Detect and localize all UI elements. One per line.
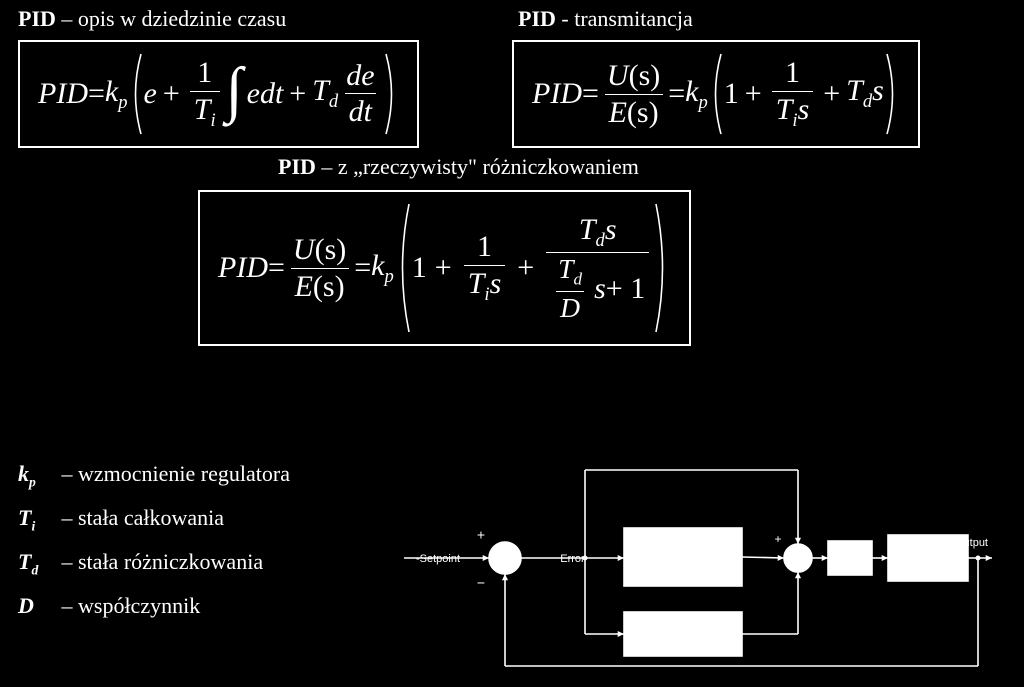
heading-transfer-rest: - transmitancja (556, 6, 693, 31)
legend-item-kp: kp – wzmocnienie regulatora (18, 452, 290, 496)
heading-time-rest: – opis w dziedzinie czasu (56, 6, 286, 31)
heading-time-bold: PID (18, 6, 56, 31)
f3-frac-big: Tds Td D s + 1 (546, 214, 649, 323)
f1-Td: Td (312, 74, 338, 113)
svg-text:-Setpoint: -Setpoint (416, 553, 460, 565)
heading-transfer: PID - transmitancja (518, 6, 693, 32)
f2-body: 1 + 1 Tis + Tds (724, 57, 884, 130)
formula-time-box: PID = kp e + 1 Ti ∫ edt + Td de dt (18, 40, 419, 148)
svg-text:−: − (477, 575, 485, 591)
f1-kp: kp (105, 75, 128, 114)
f3-kp: kp (371, 249, 394, 288)
heading-transfer-bold: PID (518, 6, 556, 31)
heading-time: PID – opis w dziedzinie czasu (18, 6, 286, 32)
f1-body: e + 1 Ti ∫ edt + Td de dt (144, 57, 383, 130)
heading-real-bold: PID (278, 154, 316, 179)
f3-body: 1 + 1 Tis + Tds Td D s + 1 (412, 214, 653, 323)
legend: kp – wzmocnienie regulatora Ti – stała c… (18, 452, 290, 628)
svg-text:Error: Error (560, 553, 585, 565)
f2-frac1: 1 Tis (772, 57, 814, 130)
f2-rparen (884, 52, 900, 136)
legend-item-td: Td – stała różniczkowania (18, 540, 290, 584)
f3-lparen (394, 202, 412, 334)
f1-lparen (128, 52, 144, 136)
f1-rparen (383, 52, 399, 136)
block-diagram: -Setpoint + − Error + Output (390, 440, 1002, 675)
f1-eq: = (88, 77, 105, 111)
legend-item-ti: Ti – stała całkowania (18, 496, 290, 540)
f2-kp: kp (685, 75, 708, 114)
f3-lhs: PID (218, 251, 268, 285)
legend-item-d: D – współczynnik (18, 584, 290, 628)
f2-frac-ue: U(s) E(s) (603, 60, 664, 128)
svg-text:+: + (477, 527, 485, 543)
formula-transfer-box: PID = U(s) E(s) = kp 1 + 1 Tis + Tds (512, 40, 920, 148)
f2-lhs: PID (532, 77, 582, 111)
f1-lhs: PID (38, 77, 88, 111)
f2-Tds: Tds (846, 74, 884, 113)
f1-frac1: 1 Ti (190, 57, 220, 130)
f3-rparen (653, 202, 671, 334)
formula-real-box: PID = U(s) E(s) = kp 1 + 1 Tis + Tds Td … (198, 190, 691, 346)
heading-real-rest: – z „rzeczywisty" różniczkowaniem (316, 154, 639, 179)
svg-text:+: + (774, 532, 781, 546)
heading-real: PID – z „rzeczywisty" różniczkowaniem (278, 154, 639, 180)
svg-text:Output: Output (955, 537, 988, 549)
f2-lparen (708, 52, 724, 136)
f3-frac-ue: U(s) E(s) (289, 234, 350, 302)
f3-frac1: 1 Tis (464, 231, 506, 304)
f1-frac2: de dt (342, 60, 378, 128)
